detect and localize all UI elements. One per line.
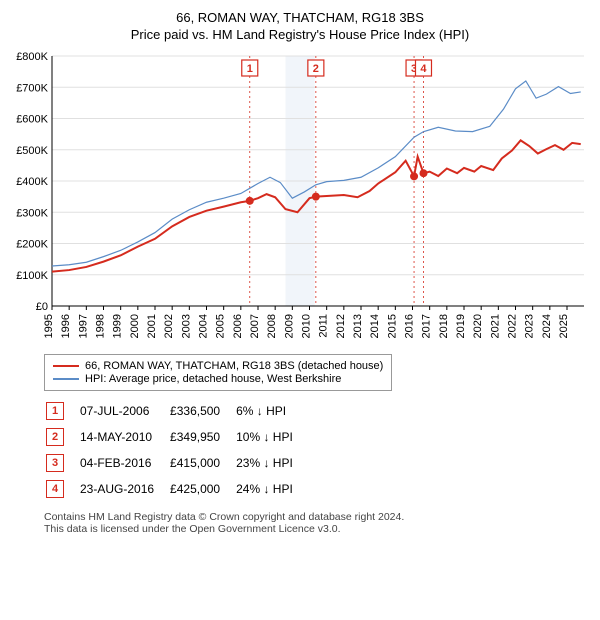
x-tick-label: 2025 [558, 314, 570, 338]
y-tick-label: £800K [16, 51, 48, 63]
y-tick-label: £600K [16, 114, 48, 126]
transaction-price: £336,500 [170, 399, 234, 423]
x-tick-label: 2017 [421, 314, 433, 338]
transaction-date: 23-AUG-2016 [80, 477, 168, 501]
x-tick-label: 2003 [180, 314, 192, 338]
transaction-date: 07-JUL-2006 [80, 399, 168, 423]
series-subject [52, 140, 581, 271]
x-tick-label: 2007 [249, 314, 261, 338]
x-tick-label: 1999 [112, 314, 124, 338]
legend-swatch [53, 365, 79, 367]
marker-number: 4 [420, 63, 427, 75]
x-tick-label: 2012 [335, 314, 347, 338]
transaction-number: 3 [46, 454, 64, 472]
y-tick-label: £700K [16, 82, 48, 94]
x-tick-label: 2021 [489, 314, 501, 338]
x-tick-label: 2013 [352, 314, 364, 338]
x-tick-label: 2018 [438, 314, 450, 338]
x-tick-label: 1997 [77, 314, 89, 338]
transaction-delta: 23% ↓ HPI [236, 451, 307, 475]
x-tick-label: 1998 [95, 314, 107, 338]
x-tick-label: 2011 [318, 314, 330, 338]
y-tick-label: £200K [16, 239, 48, 251]
transaction-row: 4 23-AUG-2016£425,00024% ↓ HPI [46, 477, 307, 501]
legend-item: HPI: Average price, detached house, West… [53, 373, 383, 385]
x-tick-label: 2000 [129, 314, 141, 338]
legend-label: 66, ROMAN WAY, THATCHAM, RG18 3BS (detac… [85, 360, 383, 372]
x-tick-label: 2006 [232, 314, 244, 338]
chart-title-line1: 66, ROMAN WAY, THATCHAM, RG18 3BS [8, 10, 592, 25]
legend: 66, ROMAN WAY, THATCHAM, RG18 3BS (detac… [44, 354, 392, 391]
x-tick-label: 2002 [163, 314, 175, 338]
marker-dot [312, 193, 320, 201]
series-hpi [52, 81, 581, 266]
x-tick-label: 2009 [283, 314, 295, 338]
marker-number: 1 [247, 63, 253, 75]
x-tick-label: 2001 [146, 314, 158, 338]
transaction-number: 4 [46, 480, 64, 498]
x-tick-label: 2019 [455, 314, 467, 338]
x-tick-label: 2022 [507, 314, 519, 338]
transaction-row: 3 04-FEB-2016£415,00023% ↓ HPI [46, 451, 307, 475]
transaction-number: 1 [46, 402, 64, 420]
x-tick-label: 2023 [524, 314, 536, 338]
transaction-date: 04-FEB-2016 [80, 451, 168, 475]
legend-item: 66, ROMAN WAY, THATCHAM, RG18 3BS (detac… [53, 360, 383, 372]
x-tick-label: 2024 [541, 314, 553, 338]
transaction-row: 1 07-JUL-2006£336,5006% ↓ HPI [46, 399, 307, 423]
marker-dot [410, 172, 418, 180]
y-tick-label: £300K [16, 207, 48, 219]
x-tick-label: 2016 [404, 314, 416, 338]
footer-credits: Contains HM Land Registry data © Crown c… [44, 511, 592, 535]
y-tick-label: £400K [16, 176, 48, 188]
chart-title-line2: Price paid vs. HM Land Registry's House … [8, 27, 592, 42]
x-tick-label: 2004 [198, 314, 210, 338]
transaction-row: 2 14-MAY-2010£349,95010% ↓ HPI [46, 425, 307, 449]
y-tick-label: £0 [36, 301, 48, 313]
legend-label: HPI: Average price, detached house, West… [85, 373, 341, 385]
transaction-date: 14-MAY-2010 [80, 425, 168, 449]
x-tick-label: 2020 [472, 314, 484, 338]
marker-dot [419, 169, 427, 177]
x-tick-label: 1996 [60, 314, 72, 338]
x-tick-label: 2008 [266, 314, 278, 338]
price-chart: £0 £100K £200K £300K £400K £500K £600K £700K £80… [8, 50, 592, 350]
footer-line1: Contains HM Land Registry data © Crown c… [44, 511, 592, 523]
x-tick-label: 1995 [43, 314, 55, 338]
y-tick-label: £500K [16, 145, 48, 157]
footer-line2: This data is licensed under the Open Gov… [44, 523, 592, 535]
transaction-delta: 10% ↓ HPI [236, 425, 307, 449]
legend-swatch [53, 378, 79, 380]
marker-number: 2 [313, 63, 319, 75]
x-tick-label: 2010 [301, 314, 313, 338]
transaction-price: £425,000 [170, 477, 234, 501]
chart-svg: £0 £100K £200K £300K £400K £500K £600K £700K £80… [8, 50, 592, 350]
marker-dot [246, 197, 254, 205]
transaction-price: £349,950 [170, 425, 234, 449]
x-tick-label: 2015 [386, 314, 398, 338]
transaction-delta: 6% ↓ HPI [236, 399, 307, 423]
x-tick-label: 2014 [369, 314, 381, 338]
x-tick-label: 2005 [215, 314, 227, 338]
y-tick-label: £100K [16, 270, 48, 282]
transaction-number: 2 [46, 428, 64, 446]
transactions-table: 1 07-JUL-2006£336,5006% ↓ HPI 2 14-MAY-2010… [44, 397, 309, 503]
transaction-price: £415,000 [170, 451, 234, 475]
transaction-delta: 24% ↓ HPI [236, 477, 307, 501]
